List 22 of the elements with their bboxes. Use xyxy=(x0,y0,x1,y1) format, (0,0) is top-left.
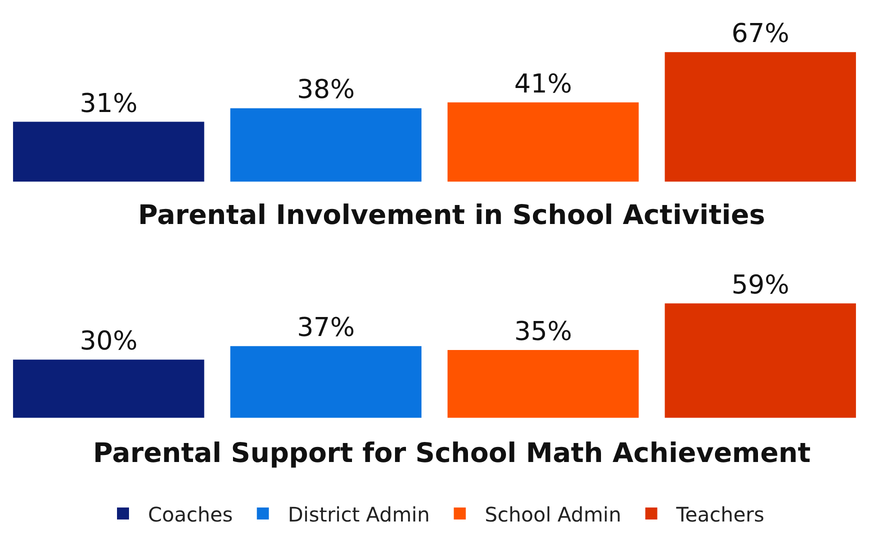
bar xyxy=(230,108,422,182)
data-label: 30% xyxy=(80,326,138,357)
bar xyxy=(13,360,204,418)
data-label: 59% xyxy=(731,270,790,300)
text: Parental Involvement in School Activities xyxy=(138,200,766,231)
bar xyxy=(664,303,856,418)
data-label: 31% xyxy=(80,88,138,119)
legend-label: Coaches xyxy=(148,502,233,526)
bar xyxy=(664,52,856,182)
bar xyxy=(448,102,639,182)
bar xyxy=(448,350,639,418)
data-label: 67% xyxy=(731,19,790,50)
legend-label: District Admin xyxy=(288,502,430,526)
data-label: 35% xyxy=(514,316,572,347)
bar xyxy=(230,346,422,418)
data-label: 37% xyxy=(296,313,355,344)
data-label: 38% xyxy=(296,75,355,106)
data-label: 41% xyxy=(514,69,572,100)
bar xyxy=(13,122,204,182)
text: Parental Support for School Math Achievement xyxy=(93,438,811,469)
legend-label: Teachers xyxy=(675,502,764,526)
legend-label: School Admin xyxy=(484,502,622,526)
